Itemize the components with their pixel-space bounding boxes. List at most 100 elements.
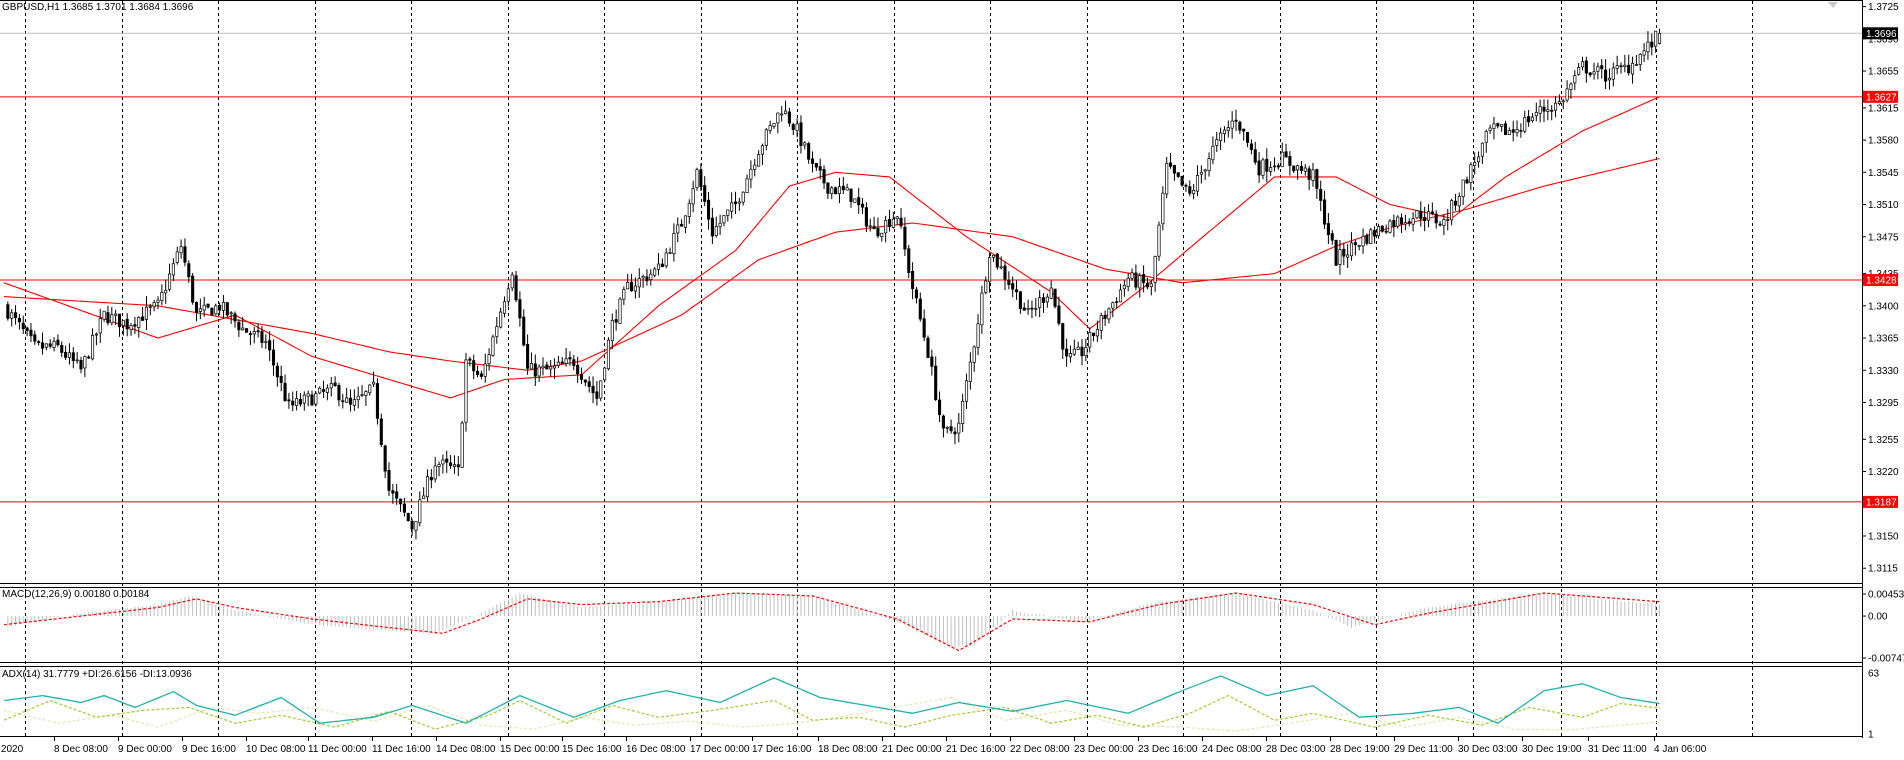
- candle-399: [1538, 99, 1542, 123]
- time-tick-label: 22 Dec 08:00: [1010, 744, 1070, 755]
- candle-291: [1122, 280, 1126, 297]
- candle-272: [1049, 280, 1053, 300]
- candle-101: [391, 483, 395, 504]
- candle-21: [83, 355, 87, 377]
- chart-shift-marker-icon[interactable]: [1828, 2, 1838, 8]
- candle-169: [653, 267, 657, 278]
- candle-161: [622, 286, 626, 305]
- candle-42: [164, 279, 168, 304]
- time-tick-label: 10 Dec 08:00: [246, 744, 306, 755]
- candle-117: [452, 455, 457, 474]
- candle-87: [337, 382, 341, 407]
- candle-10: [40, 332, 45, 355]
- candle-393: [1515, 120, 1519, 137]
- candle-265: [1022, 302, 1026, 311]
- candle-155: [599, 380, 603, 402]
- candle-146: [564, 347, 568, 367]
- candle-423: [1630, 56, 1635, 84]
- time-tick-label: 31 Dec 11:00: [1588, 744, 1647, 755]
- price-tick-label: 1.3220: [1868, 467, 1899, 478]
- candle-220: [849, 188, 853, 208]
- candle-314: [1211, 136, 1215, 165]
- candle-254: [980, 285, 984, 334]
- time-tick-label: 21 Dec 16:00: [946, 744, 1006, 755]
- candle-126: [487, 348, 491, 371]
- candle-170: [656, 253, 661, 276]
- candle-426: [1642, 43, 1646, 62]
- candle-230: [887, 209, 892, 232]
- candle-416: [1604, 59, 1608, 90]
- time-tick-label: 29 Dec 11:00: [1394, 744, 1453, 755]
- candle-200: [772, 122, 776, 129]
- candle-377: [1453, 193, 1458, 211]
- candle-324: [1249, 139, 1253, 155]
- candle-162: [626, 273, 630, 290]
- candle-122: [472, 354, 476, 380]
- candle-39: [152, 299, 156, 312]
- time-axis[interactable]: 7 Dec 2020 8 Dec 08:00 9 Dec 00:00 9 Dec 16…: [0, 737, 1707, 755]
- macd-histogram: [7, 592, 1660, 648]
- candle-222: [857, 187, 861, 214]
- candle-108: [418, 491, 422, 527]
- horizontal-levels[interactable]: [0, 32, 1862, 503]
- candle-6: [25, 326, 29, 337]
- candle-306: [1180, 175, 1184, 187]
- candle-409: [1577, 62, 1581, 76]
- candle-350: [1349, 232, 1354, 261]
- candle-389: [1500, 124, 1504, 132]
- price-pane[interactable]: [0, 28, 1862, 540]
- candle-98: [379, 413, 383, 448]
- candle-86: [333, 376, 337, 387]
- candle-120: [464, 352, 468, 432]
- time-tick-label: 8 Dec 08:00: [54, 744, 108, 755]
- candle-347: [1338, 240, 1342, 275]
- candle-255: [984, 276, 988, 295]
- candle-406: [1565, 80, 1569, 103]
- candle-349: [1346, 244, 1350, 269]
- price-tick-label: 1.3295: [1868, 398, 1899, 409]
- price-tick-label: 1.3690: [1868, 34, 1899, 45]
- macd-header: MACD(12,26,9) 0.00180 0.00184: [2, 589, 150, 600]
- candle-366: [1411, 212, 1415, 232]
- candle-336: [1296, 164, 1300, 180]
- candle-109: [422, 487, 426, 500]
- time-tick-label: 30 Dec 03:00: [1458, 744, 1518, 755]
- candle-374: [1442, 214, 1446, 236]
- macd-pane[interactable]: [3, 592, 1660, 652]
- candle-134: [518, 291, 522, 327]
- candle-368: [1419, 201, 1423, 227]
- price-tick-label: 1.3580: [1868, 136, 1899, 147]
- candle-84: [325, 384, 329, 401]
- plus-di-line: [3, 694, 1660, 730]
- candle-253: [976, 314, 980, 356]
- candle-17: [67, 343, 72, 365]
- candle-68: [264, 334, 268, 349]
- candle-208: [803, 141, 807, 150]
- candle-417: [1607, 68, 1612, 90]
- candle-227: [876, 217, 880, 239]
- candle-158: [610, 313, 614, 350]
- candle-283: [1091, 332, 1096, 342]
- candle-213: [822, 165, 826, 189]
- candle-232: [895, 215, 899, 225]
- candle-123: [476, 365, 480, 378]
- candle-112: [433, 457, 437, 483]
- candle-341: [1315, 168, 1319, 200]
- candle-121: [468, 356, 472, 367]
- adx-pane[interactable]: [3, 675, 1660, 732]
- candle-302: [1165, 156, 1169, 199]
- adx-tick-label: 63: [1868, 668, 1880, 679]
- candle-373: [1438, 220, 1442, 227]
- candle-424: [1634, 54, 1638, 66]
- candle-335: [1292, 165, 1296, 174]
- candle-378: [1457, 192, 1461, 212]
- candle-226: [872, 216, 876, 230]
- candle-64: [248, 330, 252, 345]
- candle-124: [479, 370, 483, 380]
- candle-260: [1003, 261, 1007, 290]
- candle-44: [171, 258, 175, 282]
- candle-145: [560, 357, 564, 365]
- candle-2: [10, 309, 14, 327]
- candle-229: [884, 215, 888, 243]
